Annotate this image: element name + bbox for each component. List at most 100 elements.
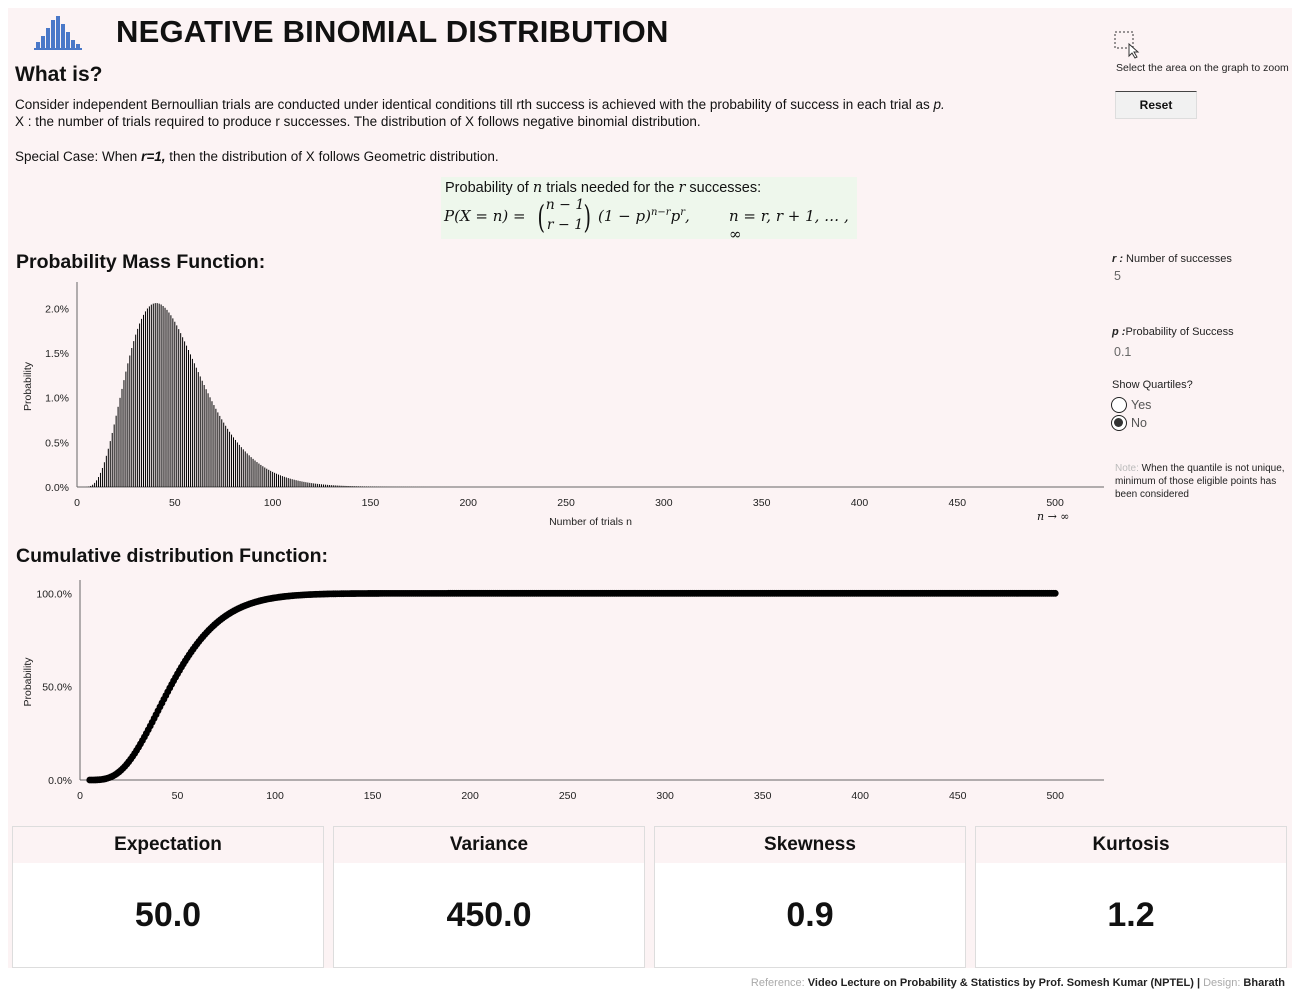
- formula-comma: ,: [684, 207, 690, 225]
- stat-label: Variance: [334, 827, 644, 863]
- pmf-x-tick-label: 450: [949, 497, 967, 509]
- formula-range: n = r, r + 1, … , ∞: [729, 207, 849, 243]
- quartiles-label: Show Quartiles?: [1112, 379, 1193, 391]
- footer-design-text: Bharath: [1240, 977, 1285, 989]
- cdf-y-axis-label: Probability: [22, 657, 34, 707]
- intro-line2: X : the number of trials required to pro…: [15, 114, 701, 129]
- quantile-note-prefix: Note:: [1115, 463, 1139, 474]
- stat-card-variance: Variance 450.0: [333, 826, 645, 968]
- special-case-bold: r=1,: [141, 149, 166, 164]
- cdf-x-tick-label: 0: [77, 790, 83, 802]
- p-label-var: p :: [1112, 326, 1126, 338]
- footer-design-label: Design:: [1200, 977, 1241, 989]
- pmf-y-tick-label: 2.0%: [45, 303, 69, 315]
- formula-caption-r: r: [678, 180, 686, 196]
- intro-paragraph: Consider independent Bernoullian trials …: [15, 96, 1095, 130]
- pmf-y-tick-label: 0.5%: [45, 437, 69, 449]
- cdf-chart[interactable]: 0 50 100 150 200 250 300 350 400 450 500 0.0% 50.0% 1…: [0, 574, 1105, 810]
- cdf-x-tick-label: 250: [559, 790, 577, 802]
- formula-middle: (1 − p)n−rpr,: [598, 207, 690, 225]
- stat-label: Skewness: [655, 827, 965, 863]
- stat-value: 50.0: [134, 895, 202, 934]
- pmf-x-tick-label: 300: [655, 497, 673, 509]
- cdf-y-tick-label: 50.0%: [42, 682, 72, 694]
- intro-line1-var: p.: [933, 97, 945, 112]
- pmf-infinity-note: n → ∞: [1037, 510, 1070, 523]
- radio-no-label: No: [1131, 416, 1147, 430]
- pmf-x-tick-label: 500: [1046, 497, 1064, 509]
- reset-button[interactable]: Reset: [1115, 91, 1197, 119]
- cdf-x-tick-label: 50: [172, 790, 184, 802]
- cdf-y-tick-label: 0.0%: [48, 775, 72, 787]
- pmf-x-tick-label: 400: [851, 497, 869, 509]
- page-title: NEGATIVE BINOMIAL DISTRIBUTION: [116, 14, 669, 49]
- stat-value: 1.2: [1107, 895, 1155, 934]
- binom-left-paren: (: [537, 198, 545, 236]
- special-case-suffix: then the distribution of X follows Geome…: [165, 149, 499, 164]
- r-label: r : Number of successes: [1112, 253, 1232, 265]
- radio-yes[interactable]: Yes: [1111, 396, 1151, 414]
- formula-box: Probability of n trials needed for the r…: [441, 177, 857, 243]
- r-value-input[interactable]: 5: [1114, 269, 1121, 283]
- pmf-x-tick-label: 350: [753, 497, 771, 509]
- pmf-y-tick-label: 0.0%: [45, 482, 69, 494]
- stat-card-kurtosis: Kurtosis 1.2: [975, 826, 1287, 968]
- intro-line1: Consider independent Bernoullian trials …: [15, 97, 930, 112]
- formula-caption: Probability of n trials needed for the r…: [445, 180, 761, 196]
- cdf-x-tick-label: 100: [266, 790, 284, 802]
- pmf-y-axis-label: Probability: [22, 361, 34, 411]
- intro-heading: What is?: [15, 63, 103, 86]
- p-label: p :Probability of Success: [1112, 326, 1234, 338]
- footer-ref-label: Reference:: [750, 977, 805, 989]
- pmf-x-axis-label: Number of trials n: [549, 516, 632, 528]
- dashboard-panel: [8, 8, 1292, 968]
- footer-separator: |: [1196, 977, 1201, 989]
- formula-exp2: r: [680, 207, 685, 218]
- cdf-x-tick-label: 150: [364, 790, 382, 802]
- cdf-x-tick-label: 450: [949, 790, 967, 802]
- formula-lhs: P(X = n) =: [444, 207, 526, 225]
- stat-label: Expectation: [13, 827, 323, 863]
- radio-yes-circle[interactable]: [1111, 397, 1127, 413]
- zoom-hint: Select the area on the graph to zoom: [1116, 62, 1289, 74]
- formula-exp1: n−r: [650, 207, 671, 218]
- binom-bottom: r − 1: [546, 217, 584, 233]
- pmf-heading: Probability Mass Function:: [16, 251, 266, 273]
- stat-value: 0.9: [786, 895, 834, 934]
- pmf-x-tick-label: 150: [362, 497, 380, 509]
- pmf-x-tick-label: 250: [557, 497, 575, 509]
- radio-no-circle[interactable]: [1111, 415, 1127, 431]
- binom-top: n − 1: [545, 197, 585, 213]
- bar-chart-logo-icon: [34, 16, 82, 50]
- formula-caption-c: successes:: [685, 180, 762, 196]
- formula-p-term: p: [670, 207, 681, 225]
- formula-caption-n: n: [532, 180, 543, 196]
- cdf-x-tick-label: 300: [656, 790, 674, 802]
- stat-card-expectation: Expectation 50.0: [12, 826, 324, 968]
- radio-no[interactable]: No: [1111, 414, 1151, 432]
- pmf-x-tick-label: 50: [169, 497, 181, 509]
- formula-middle-term: (1 − p): [598, 207, 651, 225]
- pmf-y-tick-label: 1.0%: [45, 393, 69, 405]
- zoom-select-icon: [1114, 31, 1140, 59]
- p-value-input[interactable]: 0.1: [1114, 345, 1132, 359]
- footer: Reference: Video Lecture on Probability …: [751, 977, 1285, 989]
- cdf-x-tick-label: 200: [461, 790, 479, 802]
- pmf-x-tick-label: 200: [459, 497, 477, 509]
- quantile-note-text: When the quantile is not unique, minimum…: [1115, 463, 1285, 500]
- cdf-x-tick-label: 400: [851, 790, 869, 802]
- stat-value: 450.0: [446, 895, 532, 934]
- radio-yes-label: Yes: [1131, 398, 1152, 412]
- binom-right-paren: ): [583, 198, 591, 236]
- cdf-x-tick-label: 350: [754, 790, 772, 802]
- r-label-text: Number of successes: [1123, 253, 1232, 265]
- cdf-heading: Cumulative distribution Function:: [16, 545, 328, 567]
- pmf-x-tick-label: 100: [264, 497, 282, 509]
- cdf-y-tick-label: 100.0%: [36, 588, 72, 600]
- pmf-chart[interactable]: 0 50 100 150 200 250 300 350 400 450 500 0.0% 0.5% 1.…: [0, 280, 1105, 532]
- pmf-x-tick-label: 0: [74, 497, 80, 509]
- quantile-note: Note: When the quantile is not unique, m…: [1115, 462, 1287, 501]
- cdf-x-tick-label: 500: [1046, 790, 1064, 802]
- formula-caption-b: trials needed for the: [542, 180, 679, 196]
- stat-card-skewness: Skewness 0.9: [654, 826, 966, 968]
